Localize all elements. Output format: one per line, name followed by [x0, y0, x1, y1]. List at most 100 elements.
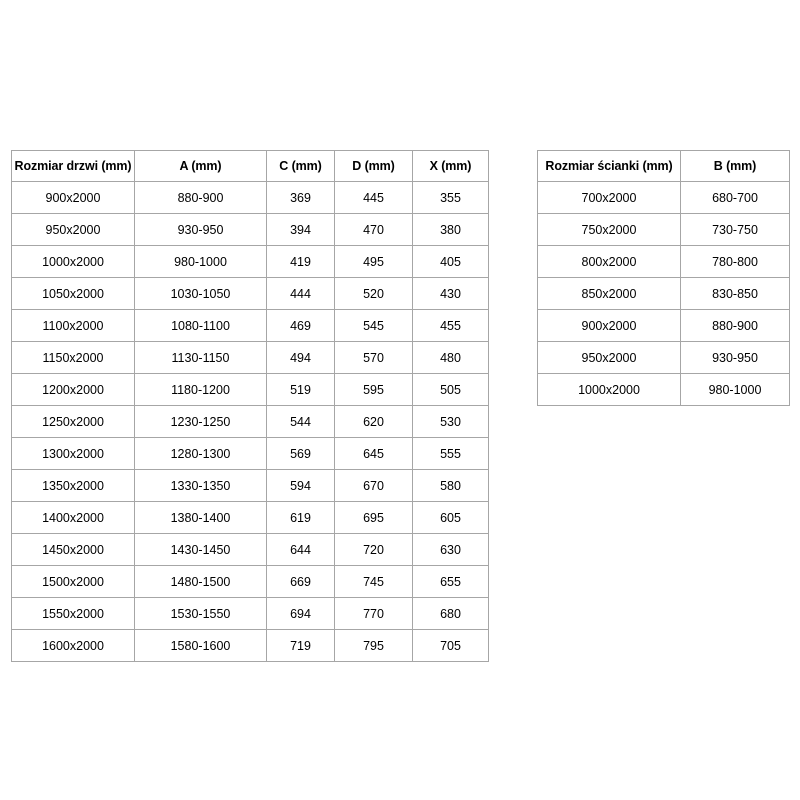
- cell-door-size: 1300x2000: [11, 437, 135, 470]
- doors-table-header: Rozmiar drzwi (mm) A (mm) C (mm) D (mm) …: [11, 150, 489, 182]
- cell-d: 595: [334, 373, 413, 406]
- table-row: 1350x2000 1330-1350 594 670 580: [11, 469, 489, 502]
- cell-c: 694: [266, 597, 335, 630]
- table-header-row: Rozmiar ścianki (mm) B (mm): [537, 150, 790, 182]
- cell-wall-size: 800x2000: [537, 245, 681, 278]
- table-row: 1300x2000 1280-1300 569 645 555: [11, 437, 489, 470]
- cell-door-size: 1350x2000: [11, 469, 135, 502]
- table-row: 1400x2000 1380-1400 619 695 605: [11, 501, 489, 534]
- cell-wall-size: 700x2000: [537, 181, 681, 214]
- cell-x: 705: [412, 629, 489, 662]
- cell-wall-size: 950x2000: [537, 341, 681, 374]
- table-row: 1500x2000 1480-1500 669 745 655: [11, 565, 489, 598]
- table-row: 1150x2000 1130-1150 494 570 480: [11, 341, 489, 374]
- table-row: 1000x2000 980-1000 419 495 405: [11, 245, 489, 278]
- cell-wall-size: 750x2000: [537, 213, 681, 246]
- cell-a: 1580-1600: [134, 629, 267, 662]
- cell-c: 519: [266, 373, 335, 406]
- cell-c: 594: [266, 469, 335, 502]
- cell-c: 644: [266, 533, 335, 566]
- column-header-b: B (mm): [680, 150, 790, 182]
- cell-x: 430: [412, 277, 489, 310]
- wall-panel-dimensions-table: Rozmiar ścianki (mm) B (mm) 700x2000 680…: [537, 150, 790, 406]
- cell-x: 605: [412, 501, 489, 534]
- cell-a: 1130-1150: [134, 341, 267, 374]
- table-row: 900x2000 880-900 369 445 355: [11, 181, 489, 214]
- cell-c: 669: [266, 565, 335, 598]
- cell-c: 394: [266, 213, 335, 246]
- table-row: 850x2000 830-850: [537, 277, 790, 310]
- column-header-c: C (mm): [266, 150, 335, 182]
- cell-wall-size: 1000x2000: [537, 373, 681, 406]
- cell-x: 530: [412, 405, 489, 438]
- cell-x: 480: [412, 341, 489, 374]
- cell-door-size: 1500x2000: [11, 565, 135, 598]
- cell-c: 719: [266, 629, 335, 662]
- cell-b: 980-1000: [680, 373, 790, 406]
- cell-d: 645: [334, 437, 413, 470]
- cell-b: 680-700: [680, 181, 790, 214]
- cell-d: 545: [334, 309, 413, 342]
- cell-a: 1530-1550: [134, 597, 267, 630]
- cell-d: 720: [334, 533, 413, 566]
- table-row: 1100x2000 1080-1100 469 545 455: [11, 309, 489, 342]
- cell-d: 470: [334, 213, 413, 246]
- cell-a: 1180-1200: [134, 373, 267, 406]
- cell-c: 469: [266, 309, 335, 342]
- cell-x: 405: [412, 245, 489, 278]
- cell-a: 880-900: [134, 181, 267, 214]
- table-row: 1450x2000 1430-1450 644 720 630: [11, 533, 489, 566]
- cell-d: 445: [334, 181, 413, 214]
- cell-d: 620: [334, 405, 413, 438]
- table-row: 950x2000 930-950 394 470 380: [11, 213, 489, 246]
- table-row: 1000x2000 980-1000: [537, 373, 790, 406]
- cell-door-size: 1100x2000: [11, 309, 135, 342]
- cell-door-size: 1250x2000: [11, 405, 135, 438]
- cell-x: 380: [412, 213, 489, 246]
- column-header-d: D (mm): [334, 150, 413, 182]
- cell-d: 695: [334, 501, 413, 534]
- cell-a: 930-950: [134, 213, 267, 246]
- column-header-door-size: Rozmiar drzwi (mm): [11, 150, 135, 182]
- cell-c: 494: [266, 341, 335, 374]
- cell-a: 1330-1350: [134, 469, 267, 502]
- cell-a: 1480-1500: [134, 565, 267, 598]
- cell-a: 1380-1400: [134, 501, 267, 534]
- cell-door-size: 1450x2000: [11, 533, 135, 566]
- table-row: 900x2000 880-900: [537, 309, 790, 342]
- cell-wall-size: 850x2000: [537, 277, 681, 310]
- table-row: 750x2000 730-750: [537, 213, 790, 246]
- cell-d: 495: [334, 245, 413, 278]
- cell-a: 1230-1250: [134, 405, 267, 438]
- cell-door-size: 1400x2000: [11, 501, 135, 534]
- cell-door-size: 900x2000: [11, 181, 135, 214]
- table-row: 1600x2000 1580-1600 719 795 705: [11, 629, 489, 662]
- cell-x: 455: [412, 309, 489, 342]
- cell-a: 1080-1100: [134, 309, 267, 342]
- table-row: 800x2000 780-800: [537, 245, 790, 278]
- cell-x: 630: [412, 533, 489, 566]
- cell-door-size: 1600x2000: [11, 629, 135, 662]
- cell-door-size: 950x2000: [11, 213, 135, 246]
- cell-b: 930-950: [680, 341, 790, 374]
- doors-dimensions-table: Rozmiar drzwi (mm) A (mm) C (mm) D (mm) …: [11, 150, 489, 662]
- cell-a: 980-1000: [134, 245, 267, 278]
- wall-table-body: 700x2000 680-700 750x2000 730-750 800x20…: [537, 181, 790, 406]
- cell-a: 1430-1450: [134, 533, 267, 566]
- cell-d: 745: [334, 565, 413, 598]
- cell-d: 770: [334, 597, 413, 630]
- cell-c: 369: [266, 181, 335, 214]
- cell-c: 419: [266, 245, 335, 278]
- table-header-row: Rozmiar drzwi (mm) A (mm) C (mm) D (mm) …: [11, 150, 489, 182]
- table-row: 1550x2000 1530-1550 694 770 680: [11, 597, 489, 630]
- cell-a: 1030-1050: [134, 277, 267, 310]
- doors-table-body: 900x2000 880-900 369 445 355 950x2000 93…: [11, 181, 489, 662]
- cell-c: 619: [266, 501, 335, 534]
- table-row: 700x2000 680-700: [537, 181, 790, 214]
- cell-b: 780-800: [680, 245, 790, 278]
- table-row: 950x2000 930-950: [537, 341, 790, 374]
- cell-door-size: 1200x2000: [11, 373, 135, 406]
- cell-d: 670: [334, 469, 413, 502]
- cell-d: 520: [334, 277, 413, 310]
